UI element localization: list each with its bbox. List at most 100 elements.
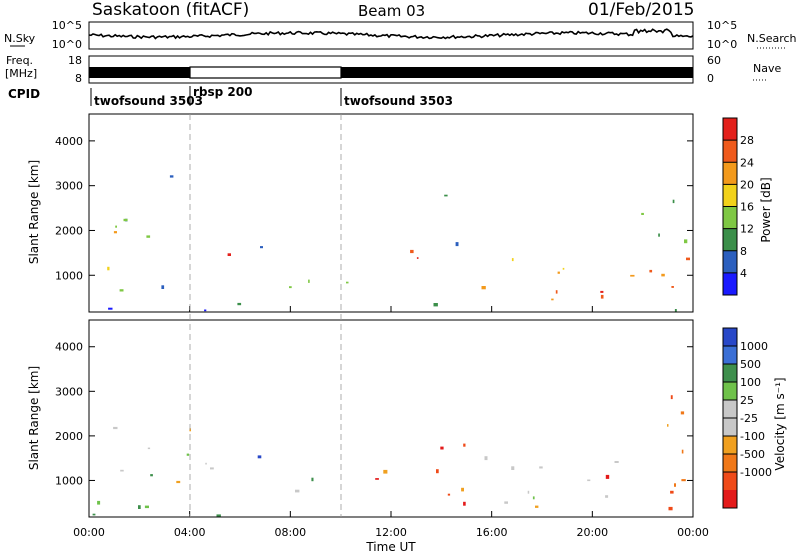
echo-cell: [123, 218, 128, 222]
echo-cell: [562, 267, 565, 270]
colorbar-swatch: [723, 184, 737, 207]
echo-cell: [227, 253, 231, 256]
title-left: Saskatoon (fitACF): [92, 0, 249, 20]
power-panel: Slant Range [km] 1000 2000 3000 4000 28 24 20…: [27, 113, 773, 313]
echo-cell: [684, 239, 688, 244]
power-colorbar-label: Power [dB]: [759, 177, 773, 242]
echo-cell: [92, 513, 96, 516]
echo-cell: [587, 479, 591, 482]
echo-cell: [97, 500, 101, 505]
noise-left-label: N.Sky: [4, 32, 36, 45]
xtick-label: 16:00: [476, 526, 508, 539]
noise-panel: N.Sky 10^5 10^0 10^5 10^0 N.Search: [4, 19, 797, 51]
echo-cell: [416, 257, 419, 259]
cpid-segment-2: rbsp 200: [193, 85, 252, 99]
echo-cell: [681, 479, 686, 482]
freq-panel: Freq. [MHz] 18 8 60 0 Nave: [5, 54, 781, 85]
echo-cell: [555, 290, 558, 294]
echo-cell: [600, 290, 604, 293]
echo-cell: [295, 489, 300, 493]
echo-cell: [670, 490, 674, 494]
echo-cell: [108, 307, 113, 310]
xtick-label: 00:00: [677, 526, 709, 539]
colorbar-tick-label: 8: [740, 245, 747, 258]
echo-cell: [204, 309, 207, 312]
echo-cell: [461, 487, 464, 492]
title-right: 01/Feb/2015: [588, 0, 694, 20]
echo-cell: [670, 395, 673, 400]
colorbar-tick-label: 100: [740, 376, 761, 389]
echo-cell: [504, 501, 508, 504]
noise-right-tick-bottom: 10^0: [707, 38, 737, 51]
colorbar-swatch: [723, 454, 737, 473]
colorbar-swatch: [723, 118, 737, 141]
echo-cell: [600, 294, 604, 299]
echo-cell: [205, 462, 207, 465]
echo-cell: [115, 225, 117, 228]
colorbar-tick-label: -1000: [740, 466, 772, 479]
colorbar-tick-label: -500: [740, 448, 765, 461]
colorbar-tick-label: 24: [740, 156, 754, 169]
colorbar-swatch: [723, 418, 737, 437]
velocity-xticks: 00:00 04:00 08:00 12:00 16:00 20:00 00:00: [73, 306, 709, 539]
freq-left-label-1: Freq.: [6, 54, 33, 67]
velocity-yticks: 1000 2000 3000 4000: [55, 341, 693, 487]
echo-cell: [557, 271, 560, 274]
colorbar-swatch: [723, 328, 737, 347]
colorbar-tick-label: -100: [740, 430, 765, 443]
colorbar-swatch: [723, 272, 737, 296]
echo-cell: [150, 474, 153, 477]
freq-right-tick-top: 60: [707, 54, 721, 67]
ytick-label: 3000: [55, 385, 83, 398]
colorbar-tick-label: 20: [740, 178, 754, 191]
echo-cell: [176, 480, 181, 484]
power-ylabel: Slant Range [km]: [27, 160, 41, 264]
echo-cell: [186, 453, 190, 456]
velocity-colorbar-label: Velocity [m s⁻¹]: [773, 377, 787, 470]
xtick-label: 04:00: [174, 526, 206, 539]
echo-cell: [119, 289, 124, 292]
colorbar-swatch: [723, 490, 737, 509]
echo-cell: [346, 281, 349, 284]
echo-cell: [661, 273, 665, 277]
noise-right-label: N.Search: [747, 32, 797, 45]
echo-cell: [672, 199, 675, 204]
colorbar-tick-label: 28: [740, 134, 754, 147]
echo-cell: [668, 506, 673, 511]
colorbar-swatch: [723, 140, 737, 163]
echo-cell: [216, 514, 221, 518]
freq-left-tick-top: 18: [68, 54, 82, 67]
echo-cell: [210, 467, 214, 470]
echo-cell: [107, 266, 110, 271]
echo-cell: [686, 257, 690, 261]
echo-cell: [674, 483, 676, 487]
echo-cell: [527, 490, 530, 494]
echo-cell: [674, 309, 677, 312]
ytick-label: 1000: [55, 269, 83, 282]
echo-cell: [144, 505, 149, 509]
echo-cell: [289, 286, 292, 289]
echo-cell: [308, 279, 310, 283]
noise-right-tick-top: 10^5: [707, 19, 737, 32]
freq-band-3: [341, 67, 693, 78]
echo-cell: [161, 285, 165, 289]
ytick-label: 2000: [55, 224, 83, 237]
velocity-xlabel: Time UT: [365, 540, 416, 554]
colorbar-tick-label: 1000: [740, 340, 768, 353]
echo-cell: [511, 466, 515, 470]
noise-left-tick-top: 10^5: [52, 19, 82, 32]
echo-cell: [311, 477, 314, 482]
ytick-label: 4000: [55, 341, 83, 354]
power-yticks: 1000 2000 3000 4000: [55, 135, 693, 282]
echo-cell: [383, 469, 388, 474]
noise-trace: [88, 28, 694, 40]
colorbar-tick-label: -25: [740, 412, 758, 425]
echo-cell: [649, 269, 653, 273]
echo-cell: [532, 496, 535, 500]
cpid-panel: CPID twofsound 3503 rbsp 200 twofsound 3…: [8, 85, 453, 108]
echo-cell: [535, 505, 539, 508]
power-echo-cells: [107, 175, 690, 312]
velocity-echo-cells: [92, 395, 686, 518]
velocity-colorbar: 1000 500 100 25 -25 -100 -500 -1000: [722, 327, 772, 509]
